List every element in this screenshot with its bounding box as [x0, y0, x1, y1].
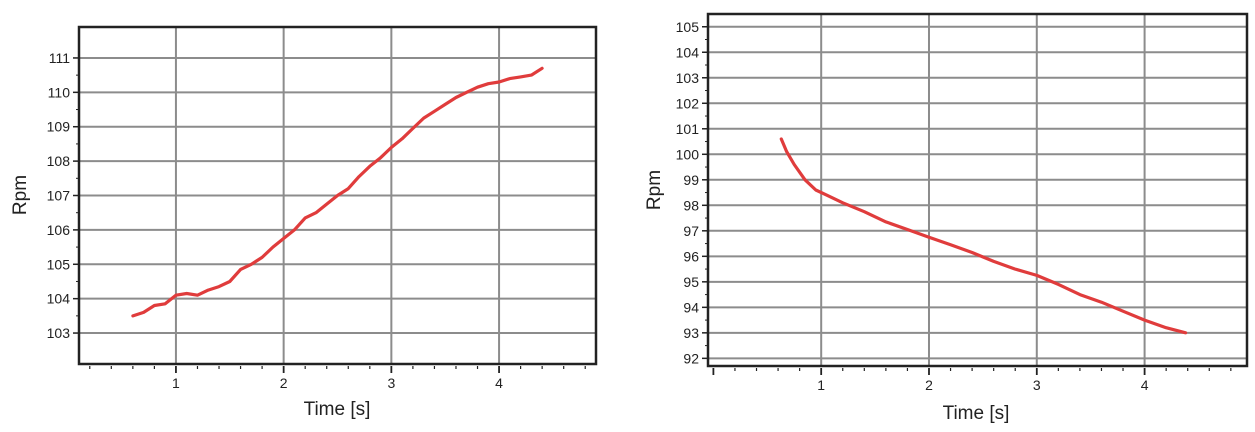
y-tick-label: 100 [676, 146, 700, 162]
x-tick-label: 3 [1033, 377, 1041, 393]
x-tick-label: 2 [925, 377, 933, 393]
y-tick-label: 108 [47, 153, 71, 169]
y-tick-label: 95 [683, 274, 699, 290]
y-tick-label: 92 [683, 350, 699, 366]
y-tick-label: 111 [49, 50, 70, 66]
y-tick-label: 103 [47, 325, 71, 341]
grid [708, 14, 1247, 366]
y-tick-label: 94 [683, 299, 699, 315]
x-axis-label: Time [s] [943, 403, 1010, 424]
x-tick-label: 3 [387, 375, 395, 391]
rpm-chart-increasing: 1 2 3 4 103 104 105 106 107 108 109 110 111 Time [s… [10, 25, 598, 420]
y-tick-label: 104 [676, 44, 700, 60]
y-tick-label: 104 [47, 291, 71, 307]
y-tick-label: 101 [676, 121, 700, 137]
y-tick-label: 99 [683, 172, 699, 188]
plot-frame [706, 12, 1249, 368]
x-tick-label: 1 [172, 375, 180, 391]
y-tick-label: 109 [47, 119, 71, 135]
y-tick-label: 103 [676, 70, 700, 86]
y-tick-label: 105 [676, 19, 700, 35]
y-tick-label: 97 [683, 223, 699, 239]
x-tick-label: 4 [495, 375, 503, 391]
y-tick-label: 106 [47, 222, 71, 238]
rpm-series-line [779, 137, 1188, 335]
x-tick-label: 1 [817, 377, 825, 393]
y-tick-label: 98 [683, 197, 699, 213]
y-axis: 103 104 105 106 107 108 109 110 111 [47, 50, 79, 341]
y-tick-label: 107 [47, 188, 71, 204]
y-axis-label: Rpm [10, 175, 31, 215]
y-tick-label: 110 [48, 84, 71, 100]
y-tick-label: 96 [683, 248, 699, 264]
y-tick-label: 105 [47, 256, 71, 272]
y-axis-label: Rpm [644, 170, 665, 210]
y-tick-label: 93 [683, 325, 699, 341]
rpm-series-line [131, 66, 544, 318]
y-axis: 92 93 94 95 96 97 98 99 100 101 102 103 104 105 [676, 19, 708, 366]
x-axis: 1 2 3 4 [712, 368, 1232, 393]
x-axis-label: Time [s] [304, 399, 371, 420]
x-tick-label: 2 [280, 375, 288, 391]
x-axis: 1 2 3 4 [89, 366, 586, 391]
y-tick-label: 102 [676, 95, 700, 111]
x-tick-label: 4 [1141, 377, 1149, 393]
